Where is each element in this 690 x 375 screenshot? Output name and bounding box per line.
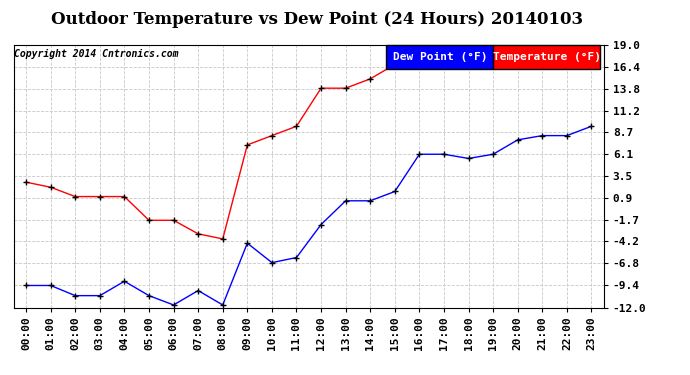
Text: Outdoor Temperature vs Dew Point (24 Hours) 20140103: Outdoor Temperature vs Dew Point (24 Hou… — [51, 11, 584, 28]
Text: Dew Point (°F): Dew Point (°F) — [393, 52, 487, 62]
Text: Temperature (°F): Temperature (°F) — [493, 52, 601, 62]
Text: Copyright 2014 Cntronics.com: Copyright 2014 Cntronics.com — [14, 49, 179, 59]
